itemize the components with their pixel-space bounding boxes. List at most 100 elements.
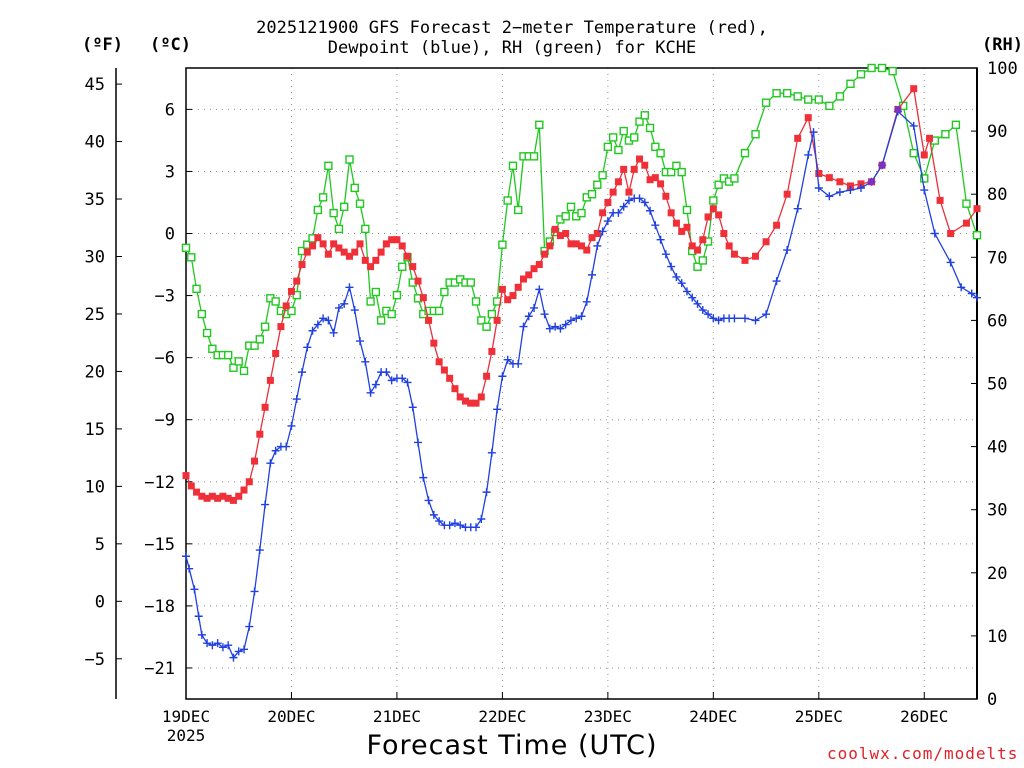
dewpoint-point bbox=[740, 314, 749, 323]
temperature-point bbox=[377, 248, 385, 256]
rh-point bbox=[292, 290, 301, 300]
dewpoint-point bbox=[793, 204, 802, 213]
rh-point bbox=[782, 89, 792, 98]
dewpoint-point bbox=[229, 653, 238, 662]
dewpoint-point bbox=[493, 405, 502, 414]
dewpoint-point bbox=[429, 510, 438, 519]
temperature-point bbox=[609, 188, 617, 196]
rh-point bbox=[482, 322, 491, 331]
dewpoint-point bbox=[366, 388, 375, 397]
rh-point bbox=[350, 183, 359, 193]
temperature-point bbox=[525, 271, 533, 279]
temperature-point bbox=[414, 277, 422, 285]
x-tick-label: 26DEC bbox=[900, 707, 948, 726]
temperature-point bbox=[324, 250, 332, 258]
dewpoint-point bbox=[846, 186, 855, 195]
source-credit[interactable]: coolwx.com/modelts bbox=[827, 744, 1019, 763]
temperature-line bbox=[185, 87, 978, 502]
temperature-point bbox=[910, 85, 918, 93]
x-tick-label: 25DEC bbox=[795, 707, 843, 726]
dewpoint-point bbox=[566, 316, 575, 325]
fahrenheit-tick-label: 5 bbox=[95, 535, 105, 555]
rh-point bbox=[761, 98, 771, 107]
temperature-point bbox=[198, 492, 206, 500]
temperature-point bbox=[625, 188, 633, 196]
dewpoint-point bbox=[762, 310, 771, 319]
saturation-point bbox=[868, 178, 875, 185]
dewpoint-line bbox=[185, 110, 978, 659]
dewpoint-point bbox=[672, 272, 681, 281]
dewpoint-point bbox=[287, 421, 296, 430]
temperature-point bbox=[461, 397, 469, 405]
rh-point bbox=[867, 63, 876, 73]
temperature-point bbox=[451, 385, 459, 393]
temperature-point bbox=[815, 170, 823, 178]
rh-point bbox=[566, 202, 576, 212]
rh-point bbox=[835, 92, 845, 101]
temperature-point bbox=[398, 242, 406, 250]
temperature-point bbox=[630, 165, 638, 173]
temperature-point bbox=[541, 250, 549, 258]
dewpoint-point bbox=[514, 359, 523, 368]
rh-point bbox=[619, 126, 628, 136]
rh-point bbox=[645, 123, 655, 133]
dewpoint-point bbox=[340, 299, 349, 308]
temperature-point bbox=[920, 151, 928, 159]
rh-tick-label: 10 bbox=[987, 627, 1007, 647]
temperature-point bbox=[741, 256, 749, 264]
temperature-point bbox=[846, 182, 854, 190]
rh-point bbox=[603, 142, 613, 152]
rh-point bbox=[514, 205, 523, 215]
fahrenheit-tick-label: 45 bbox=[85, 75, 105, 95]
dewpoint-point bbox=[646, 206, 655, 215]
rh-tick-label: 100 bbox=[987, 59, 1018, 79]
rh-point bbox=[313, 205, 323, 215]
dewpoint-point bbox=[698, 306, 707, 315]
dewpoint-point bbox=[398, 374, 407, 383]
rh-point bbox=[361, 224, 370, 234]
temperature-point bbox=[330, 240, 338, 248]
rh-point bbox=[740, 148, 750, 158]
temperature-point bbox=[657, 180, 665, 188]
rh-point bbox=[477, 316, 486, 325]
temperature-point bbox=[836, 178, 844, 186]
rh-point bbox=[250, 341, 259, 350]
rh-point bbox=[630, 133, 639, 142]
dewpoint-point bbox=[308, 326, 317, 335]
dewpoint-point bbox=[920, 186, 929, 195]
rh-point bbox=[941, 130, 950, 139]
temperature-point bbox=[578, 242, 585, 250]
dewpoint-point bbox=[414, 438, 423, 447]
dewpoint-point bbox=[783, 246, 792, 255]
dewpoint-point bbox=[224, 641, 233, 650]
celsius-tick-label: 0 bbox=[165, 225, 175, 245]
celsius-tick-label: −6 bbox=[155, 349, 175, 369]
fahrenheit-tick-label: −5 bbox=[85, 650, 105, 670]
temperature-point bbox=[224, 494, 232, 502]
rh-point bbox=[577, 208, 586, 218]
temperature-point bbox=[430, 339, 438, 347]
temperature-point bbox=[467, 399, 475, 407]
temperature-point bbox=[382, 240, 390, 248]
temperature-point bbox=[361, 256, 369, 264]
rh-point bbox=[376, 316, 386, 325]
dewpoint-point bbox=[772, 277, 781, 286]
dewpoint-point bbox=[930, 229, 939, 238]
rh-point bbox=[398, 262, 407, 271]
rh-point bbox=[440, 287, 449, 297]
dewpoint-point bbox=[503, 355, 512, 364]
dewpoint-point bbox=[190, 585, 199, 594]
rh-tick-label: 60 bbox=[987, 311, 1007, 331]
dewpoint-point bbox=[472, 523, 481, 532]
temperature-point bbox=[504, 296, 512, 304]
temperature-point bbox=[493, 316, 501, 324]
temperature-point bbox=[293, 277, 301, 285]
rh-tick-label: 20 bbox=[987, 564, 1007, 584]
dewpoint-point bbox=[487, 448, 496, 457]
rh-point bbox=[345, 155, 354, 164]
temperature-point bbox=[282, 302, 290, 310]
dewpoint-point bbox=[245, 622, 254, 631]
chart-title-line-1: 2025121900 GFS Forecast 2−meter Temperat… bbox=[256, 18, 768, 38]
fahrenheit-tick-label: 15 bbox=[85, 420, 105, 440]
dewpoint-point bbox=[234, 647, 243, 656]
